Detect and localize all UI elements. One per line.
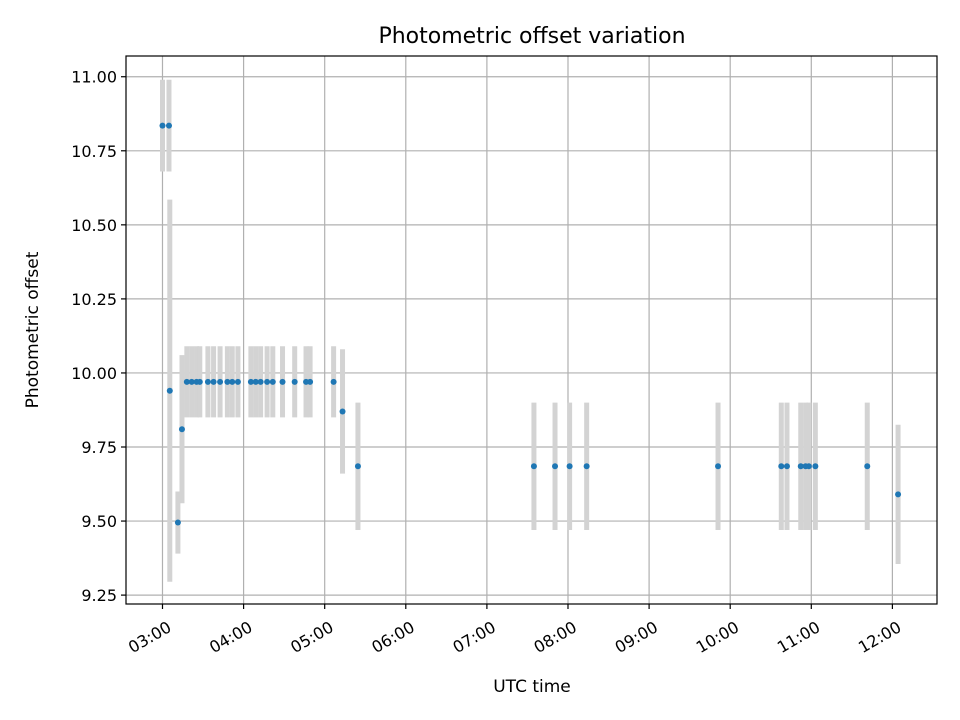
y-tick-label: 9.25 bbox=[81, 586, 117, 605]
data-point bbox=[583, 463, 590, 470]
data-point bbox=[279, 378, 286, 385]
data-point bbox=[339, 408, 346, 415]
data-point bbox=[354, 463, 361, 470]
data-point bbox=[210, 378, 217, 385]
data-point bbox=[204, 378, 211, 385]
data-point bbox=[797, 463, 804, 470]
data-point bbox=[234, 378, 241, 385]
data-point bbox=[307, 378, 314, 385]
data-point bbox=[783, 463, 790, 470]
data-point bbox=[217, 378, 224, 385]
data-points bbox=[159, 122, 902, 526]
data-point bbox=[778, 463, 785, 470]
data-point bbox=[257, 378, 264, 385]
data-point bbox=[552, 463, 559, 470]
data-point bbox=[247, 378, 254, 385]
y-tick-label: 10.25 bbox=[71, 290, 117, 309]
x-axis-label: UTC time bbox=[493, 677, 571, 697]
data-point bbox=[895, 491, 902, 498]
chart-title: Photometric offset variation bbox=[378, 24, 685, 49]
y-axis-ticks: 9.25 9.50 9.75 10.00 10.25 10.50 10.75 11.00 bbox=[71, 68, 126, 605]
data-point bbox=[252, 378, 259, 385]
data-point bbox=[196, 378, 203, 385]
y-tick-label: 11.00 bbox=[71, 68, 117, 87]
data-point bbox=[174, 519, 181, 526]
data-point bbox=[264, 378, 271, 385]
data-point bbox=[715, 463, 722, 470]
data-point bbox=[530, 463, 537, 470]
data-point bbox=[229, 378, 236, 385]
y-tick-label: 10.00 bbox=[71, 364, 117, 383]
data-point bbox=[812, 463, 819, 470]
y-tick-label: 9.75 bbox=[81, 438, 117, 457]
data-point bbox=[224, 378, 231, 385]
data-point bbox=[291, 378, 298, 385]
plot-frame bbox=[125, 55, 938, 605]
y-axis-label: Photometric offset bbox=[23, 251, 43, 408]
data-point bbox=[183, 378, 190, 385]
y-tick-label: 9.50 bbox=[81, 512, 117, 531]
data-point bbox=[269, 378, 276, 385]
data-point bbox=[566, 463, 573, 470]
data-point bbox=[188, 378, 195, 385]
data-point bbox=[159, 122, 166, 129]
data-point bbox=[166, 387, 173, 394]
y-tick-label: 10.75 bbox=[71, 142, 117, 161]
y-tick-label: 10.50 bbox=[71, 216, 117, 235]
data-point bbox=[330, 378, 337, 385]
data-point bbox=[165, 122, 172, 129]
data-point bbox=[178, 426, 185, 433]
data-point bbox=[805, 463, 812, 470]
data-point bbox=[864, 463, 871, 470]
